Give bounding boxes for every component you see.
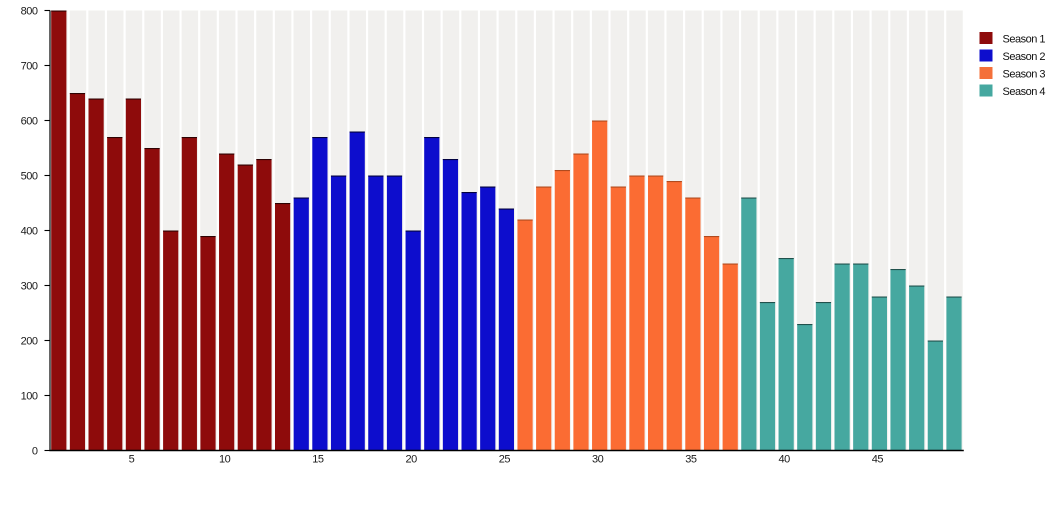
svg-text:0: 0	[32, 446, 38, 458]
svg-text:400: 400	[21, 226, 38, 238]
svg-text:45: 45	[872, 454, 884, 466]
svg-text:20: 20	[405, 454, 417, 466]
svg-text:600: 600	[21, 116, 38, 128]
svg-text:Season 4: Season 4	[1003, 86, 1046, 98]
svg-text:Season 2: Season 2	[1003, 51, 1046, 63]
svg-text:35: 35	[685, 454, 697, 466]
svg-text:10: 10	[219, 454, 231, 466]
svg-text:500: 500	[21, 171, 38, 183]
svg-text:100: 100	[21, 391, 38, 403]
svg-text:5: 5	[129, 454, 135, 466]
svg-text:30: 30	[592, 454, 604, 466]
svg-text:15: 15	[312, 454, 324, 466]
svg-text:200: 200	[21, 336, 38, 348]
svg-text:25: 25	[499, 454, 511, 466]
svg-text:700: 700	[21, 61, 38, 73]
svg-text:800: 800	[21, 6, 38, 18]
svg-text:40: 40	[778, 454, 790, 466]
svg-text:Season 3: Season 3	[1003, 69, 1046, 81]
svg-text:300: 300	[21, 281, 38, 293]
svg-text:Season 1: Season 1	[1003, 34, 1046, 46]
